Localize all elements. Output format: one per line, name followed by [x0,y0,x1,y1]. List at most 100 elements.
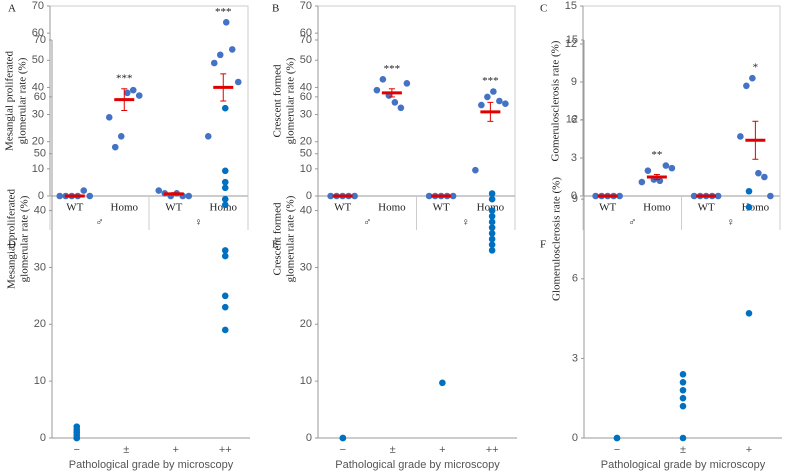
x-tick-label: ± [680,444,686,456]
data-point [679,402,687,410]
y-axis-label: glomerular rate (%) [19,195,31,282]
x-axis-label: Pathological grade by microscopy [335,459,500,471]
panel-label: C [540,3,547,15]
x-tick-label: + [746,444,752,456]
data-point [228,46,236,53]
y-tick-label: 30 [300,108,312,120]
data-point [478,101,485,109]
y-tick-label: 10 [32,163,44,175]
data-point [668,164,676,172]
x-tick-label: + [173,444,179,456]
plot-frame [49,5,249,197]
y-tick-label: 3 [572,352,578,364]
data-point [449,192,457,200]
x-axis-label: Pathological grade by microscopy [69,459,234,471]
data-point [496,97,503,105]
data-point [210,59,218,67]
y-axis-label: Mesangial proliferated [6,189,18,289]
data-point [73,429,81,436]
y-tick-label: 20 [34,318,46,330]
data-point [488,190,496,197]
y-axis-label: glomerular rate (%) [285,195,297,282]
data-point [743,82,750,90]
data-point [373,86,381,94]
data-point [745,203,753,211]
data-point [662,162,670,169]
y-tick-label: 10 [300,375,312,387]
significance: *** [215,6,232,18]
data-point [105,113,113,121]
data-point [221,178,229,186]
panel-label: F [540,239,546,251]
y-tick-label: 6 [571,114,577,126]
x-tick-label: + [439,444,445,456]
data-point [221,104,229,112]
y-tick-label: 30 [32,108,44,120]
data-point [221,184,229,192]
data-point [745,309,753,317]
x-tick-label: Homo [111,202,139,214]
data-point [234,78,242,86]
data-point [488,241,496,248]
data-point [155,187,163,194]
x-axis-label: Pathological grade by microscopy [601,459,766,471]
y-tick-label: 70 [32,0,44,12]
data-point [221,195,229,203]
y-tick-label: 6 [572,273,578,285]
y-tick-label: 40 [32,81,44,93]
group-label: ♂ [95,217,103,229]
panel-label: B [272,3,279,15]
data-point [488,235,496,243]
group-label: ♀ [727,217,735,229]
y-tick-label: 70 [300,34,312,46]
y-tick-label: 12 [565,38,577,50]
group-label: ♂ [628,217,636,229]
group-label: ♂ [363,217,371,229]
data-point [714,192,722,200]
y-tick-label: 60 [34,91,46,103]
data-point [737,133,744,140]
y-tick-label: 15 [566,34,578,46]
panel-label: A [8,3,16,15]
data-point [439,379,446,387]
data-point [488,212,496,220]
data-point [488,218,496,226]
data-point [592,192,599,200]
significance: * [753,62,759,74]
data-point [185,192,193,200]
data-point [221,167,229,175]
x-tick-label: ++ [486,444,499,456]
y-tick-label: 0 [40,432,46,444]
y-tick-label: 15 [565,0,577,12]
data-point [484,93,491,101]
data-point [425,192,433,200]
data-point [745,187,753,195]
group-label: ♀ [194,217,202,229]
x-tick-label: − [614,444,620,456]
data-point [221,292,229,300]
data-point [327,192,334,200]
x-tick-label: − [340,444,346,456]
y-tick-label: 10 [300,163,312,175]
data-point [117,132,125,140]
y-tick-label: 60 [300,27,312,39]
data-point [613,434,621,442]
y-tick-label: 60 [32,27,44,39]
data-point [679,378,687,386]
data-point [135,92,143,99]
y-tick-label: 9 [571,76,577,88]
significance: *** [482,75,499,87]
y-tick-label: 10 [34,375,46,387]
y-tick-label: 0 [571,190,577,202]
y-tick-label: 40 [34,204,46,216]
y-tick-label: 20 [300,318,312,330]
data-point [502,100,509,108]
y-tick-label: 12 [566,114,578,126]
data-point [690,192,698,200]
y-axis-label: Crescent formed [272,202,284,275]
data-point [488,230,496,237]
y-tick-label: 70 [34,34,46,46]
data-point [56,192,64,200]
x-tick-label: ++ [219,444,232,456]
